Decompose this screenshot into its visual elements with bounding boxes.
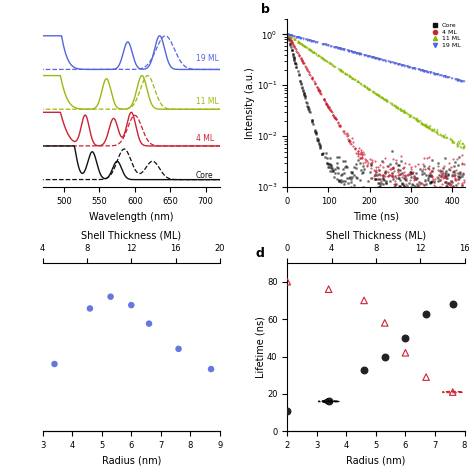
Point [325, 285, 332, 293]
Point [401, 349, 409, 356]
Legend: Core, 4 ML, 11 ML, 19 ML: Core, 4 ML, 11 ML, 19 ML [428, 22, 461, 49]
Point [381, 319, 389, 327]
Text: 4 ML: 4 ML [196, 134, 214, 143]
X-axis label: Radius (nm): Radius (nm) [346, 456, 406, 465]
Point [128, 301, 135, 309]
Point [360, 297, 368, 304]
Text: b: b [261, 2, 270, 16]
X-axis label: Wavelength (nm): Wavelength (nm) [89, 211, 173, 221]
Text: 11 ML: 11 ML [196, 97, 219, 106]
Point [145, 320, 153, 328]
Point [283, 278, 291, 285]
X-axis label: Time (ns): Time (ns) [353, 211, 399, 221]
Point [422, 374, 430, 381]
Point [107, 293, 114, 301]
Point [360, 366, 368, 374]
Point [401, 334, 409, 342]
Point [51, 360, 58, 368]
Point [381, 353, 389, 360]
X-axis label: Shell Thickness (ML): Shell Thickness (ML) [81, 231, 182, 241]
Text: d: d [255, 246, 264, 260]
Text: 19 ML: 19 ML [196, 54, 219, 63]
Point [283, 407, 291, 415]
Y-axis label: Lifetime (ns): Lifetime (ns) [255, 316, 265, 378]
X-axis label: Radius (nm): Radius (nm) [101, 456, 161, 465]
X-axis label: Shell Thickness (ML): Shell Thickness (ML) [326, 231, 426, 241]
Point [449, 301, 456, 308]
Text: Core: Core [196, 171, 213, 180]
Point [422, 310, 430, 317]
Point [175, 345, 182, 353]
Point [325, 398, 332, 405]
Point [86, 305, 94, 312]
Point [207, 365, 215, 373]
Point [449, 388, 456, 396]
Y-axis label: Intensity (a.u.): Intensity (a.u.) [245, 67, 255, 139]
